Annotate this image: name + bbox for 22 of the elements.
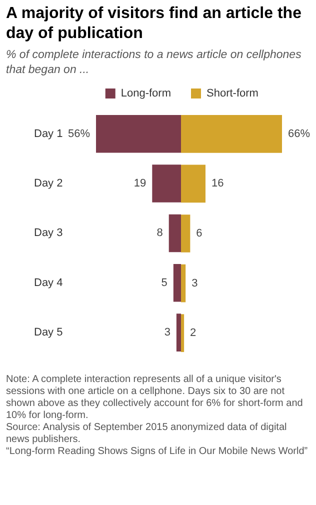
data-label: 16 — [211, 178, 224, 190]
text: Note: A complete interaction represents all of a unique visitor's sessions with one article on a cellphone. Days six to 30 are not shown above as they collectively account for 6% for short-form and 10% for long-form. — [6, 374, 304, 422]
data-label: 5 — [161, 276, 168, 289]
legend-label: Short-form — [206, 88, 258, 100]
data-label: 3 — [192, 277, 198, 290]
data-label: 8 — [156, 227, 163, 240]
legend-label: Long-form — [120, 88, 172, 100]
text: “Long-form Reading Shows Signs of Life in Our Mobile News World” — [6, 446, 308, 458]
y-tick-label: Day 5 — [34, 326, 63, 339]
chart-title: A majority of visitors find an article the day of publication — [6, 4, 302, 44]
data-label: 3 — [164, 326, 170, 339]
y-tick-label: Day 2 — [34, 178, 63, 190]
data-label: 2 — [190, 327, 196, 340]
data-label: 66% — [288, 128, 310, 140]
source-note: Source: Analysis of September 2015 anonymized data of digital news publishers. — [6, 422, 288, 446]
y-tick-label: Day 3 — [34, 227, 63, 240]
data-label: 6 — [196, 228, 202, 240]
chart-subtitle: % of complete interactions to a news article on cellphones that began on ... — [6, 48, 302, 78]
y-tick-label: Day 4 — [34, 276, 63, 289]
y-tick-label: Day 1 — [34, 128, 63, 140]
data-label: 19 — [134, 178, 146, 190]
data-label: 56% — [68, 128, 90, 140]
